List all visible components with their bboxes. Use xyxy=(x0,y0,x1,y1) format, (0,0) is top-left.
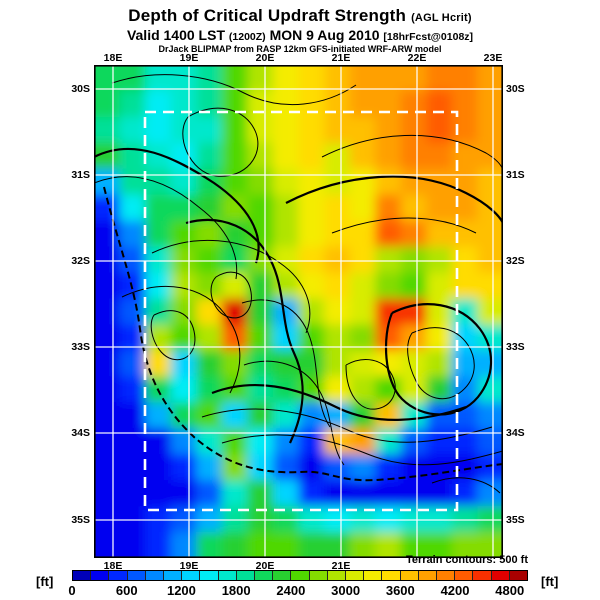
lat-label-left-33S: 33S xyxy=(71,341,90,353)
color-cell-21 xyxy=(455,571,474,580)
lon-label-bottom-21E: 21E xyxy=(331,560,351,572)
color-cell-2 xyxy=(109,571,128,580)
title-unit-note: (AGL Hcrit) xyxy=(411,12,472,24)
terrain-contours xyxy=(94,74,503,494)
color-cell-1 xyxy=(91,571,110,580)
color-cell-22 xyxy=(473,571,492,580)
lat-label-right-34S: 34S xyxy=(506,427,525,439)
scale-tick-4800: 4800 xyxy=(495,583,525,598)
lat-label-right-33S: 33S xyxy=(506,341,525,353)
color-cell-8 xyxy=(218,571,237,580)
lat-label-left-31S: 31S xyxy=(71,169,90,181)
color-cell-12 xyxy=(291,571,310,580)
color-cell-3 xyxy=(127,571,146,580)
title-block: Depth of Critical Updraft Strength (AGL … xyxy=(0,6,600,54)
valid-time-line: Valid 1400 LST (1200Z) MON 9 Aug 2010 [1… xyxy=(0,27,600,43)
valid-time: Valid 1400 LST xyxy=(126,26,226,43)
terrain-contour-note: Terrain contours: 500 ft xyxy=(405,554,528,566)
colorbar-unit-right: [ft] xyxy=(541,574,559,589)
color-cell-9 xyxy=(236,571,256,580)
color-cell-6 xyxy=(182,571,201,580)
lat-lon-graticule xyxy=(94,65,503,558)
lat-label-left-34S: 34S xyxy=(71,427,90,439)
color-cell-19 xyxy=(418,571,438,580)
zulu-time: (1200Z) xyxy=(228,30,266,43)
model-attribution: DrJack BLIPMAP from RASP 12km GFS-initia… xyxy=(158,43,442,54)
scale-tick-3000: 3000 xyxy=(331,583,361,598)
title-main: Depth of Critical Updraft Strength xyxy=(128,6,407,25)
lon-label-bottom-19E: 19E xyxy=(179,560,199,572)
page-title: Depth of Critical Updraft Strength (AGL … xyxy=(0,6,600,26)
forecast-tag: [18hrFcst@0108z] xyxy=(383,30,474,43)
map-frame xyxy=(94,65,503,558)
valid-date: MON 9 Aug 2010 xyxy=(269,26,380,43)
lon-label-top-18E: 18E xyxy=(103,52,123,64)
color-cell-0 xyxy=(73,571,92,580)
color-cell-16 xyxy=(364,571,383,580)
lat-label-left-35S: 35S xyxy=(71,514,90,526)
scale-tick-4200: 4200 xyxy=(440,583,470,598)
scale-tick-1200: 1200 xyxy=(166,583,196,598)
nested-domain-box xyxy=(143,110,459,512)
lat-label-right-35S: 35S xyxy=(506,514,525,526)
forecast-map xyxy=(94,65,503,558)
lon-label-top-23E: 23E xyxy=(483,52,503,64)
updraft-depth-field xyxy=(94,65,503,558)
color-cell-13 xyxy=(309,571,328,580)
color-cell-17 xyxy=(382,571,401,580)
lon-label-top-20E: 20E xyxy=(255,52,275,64)
color-cell-20 xyxy=(437,571,456,580)
lat-label-right-30S: 30S xyxy=(506,83,525,95)
color-cell-18 xyxy=(400,571,419,580)
lon-label-top-22E: 22E xyxy=(407,52,427,64)
lat-label-right-32S: 32S xyxy=(506,255,525,267)
scale-tick-0: 0 xyxy=(68,583,76,598)
color-cell-4 xyxy=(145,571,165,580)
color-cell-11 xyxy=(273,571,292,580)
color-cell-15 xyxy=(346,571,365,580)
scale-tick-1800: 1800 xyxy=(221,583,251,598)
lon-label-top-19E: 19E xyxy=(179,52,199,64)
lat-label-right-31S: 31S xyxy=(506,169,525,181)
scale-tick-600: 600 xyxy=(115,583,138,598)
scale-tick-2400: 2400 xyxy=(276,583,306,598)
color-cell-10 xyxy=(255,571,274,580)
lon-label-bottom-20E: 20E xyxy=(255,560,275,572)
scale-tick-3600: 3600 xyxy=(385,583,415,598)
coastline xyxy=(103,186,503,482)
lat-label-left-30S: 30S xyxy=(71,83,90,95)
lon-label-top-21E: 21E xyxy=(331,52,351,64)
lat-label-left-32S: 32S xyxy=(71,255,90,267)
color-cell-23 xyxy=(491,571,510,580)
color-cell-24 xyxy=(509,571,528,580)
color-cell-14 xyxy=(327,571,347,580)
lon-label-bottom-18E: 18E xyxy=(103,560,123,572)
color-cell-5 xyxy=(164,571,183,580)
color-scale-bar xyxy=(72,570,528,581)
colorbar-unit-left: [ft] xyxy=(36,574,54,589)
color-cell-7 xyxy=(200,571,219,580)
